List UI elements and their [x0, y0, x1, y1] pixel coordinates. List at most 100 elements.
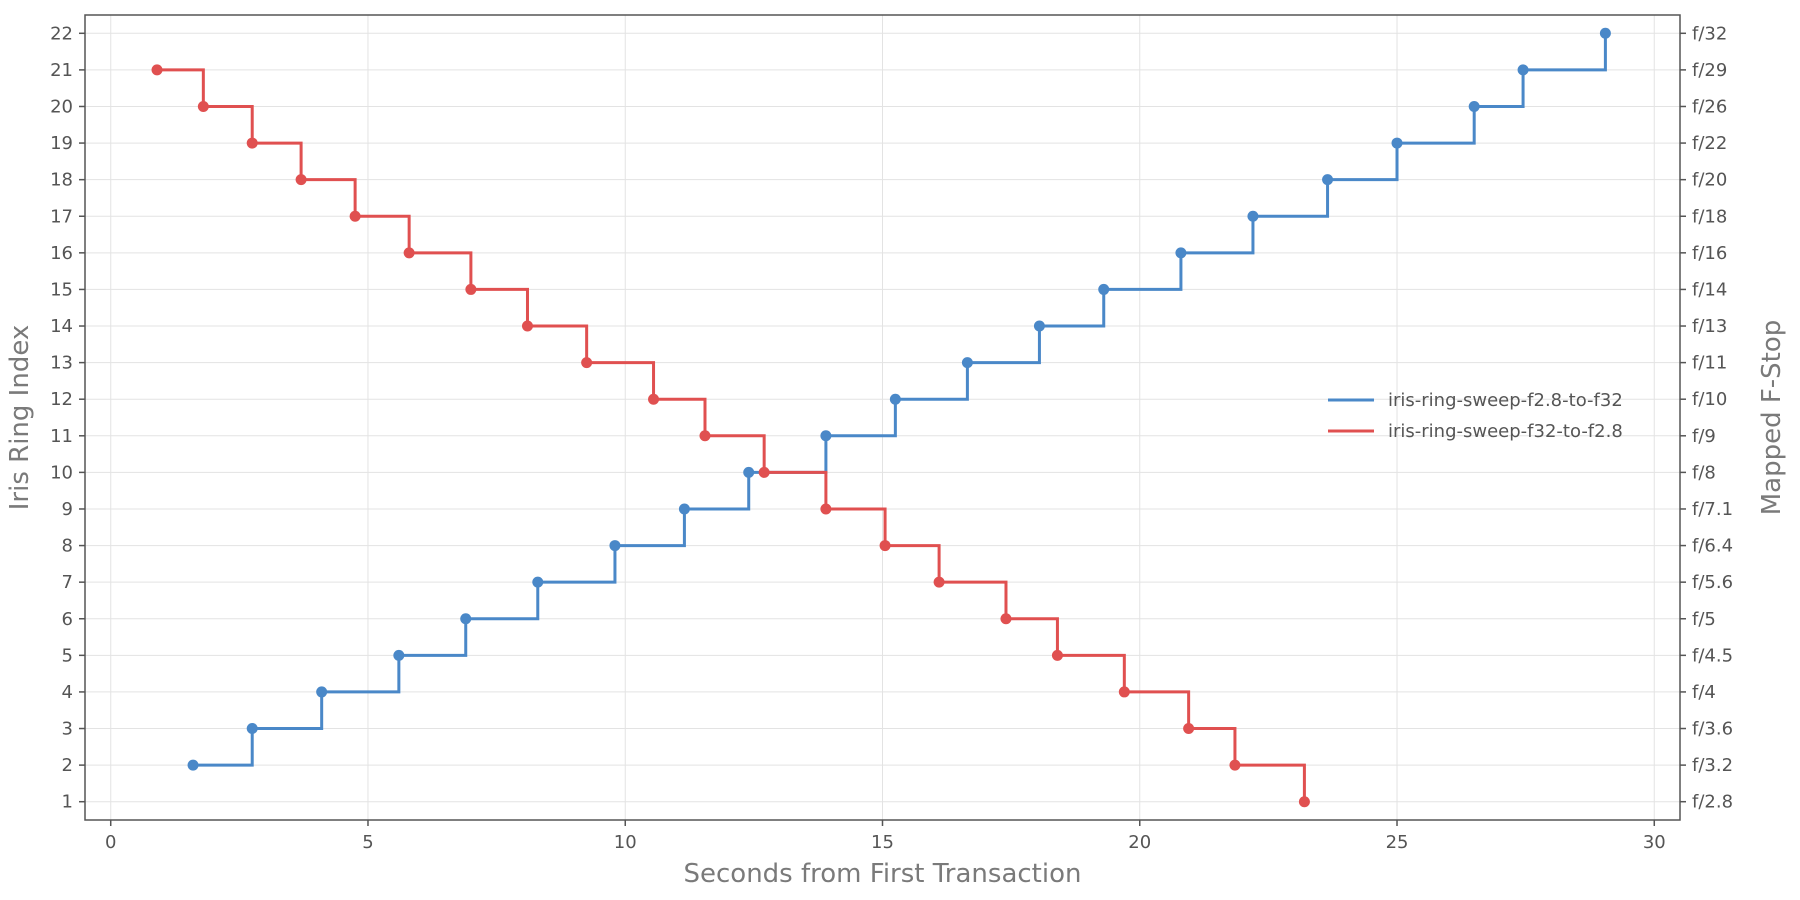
data-point: [1051, 649, 1063, 661]
y2-tick-label: f/26: [1692, 96, 1727, 117]
data-point: [197, 100, 209, 112]
y-tick-label: 17: [50, 206, 73, 227]
y2-tick-label: f/6.4: [1692, 536, 1733, 557]
series-1: [151, 64, 1310, 808]
data-point: [1391, 137, 1403, 149]
data-point: [1098, 283, 1110, 295]
legend-label: iris-ring-sweep-f2.8-to-f32: [1388, 390, 1623, 411]
data-point: [521, 320, 533, 332]
legend: iris-ring-sweep-f2.8-to-f32 iris-ring-swe…: [1328, 390, 1623, 442]
y2-tick-label: f/3.6: [1692, 719, 1733, 740]
data-point: [1468, 100, 1480, 112]
y2-tick-label: f/8: [1692, 462, 1716, 483]
data-point: [393, 649, 405, 661]
data-point: [879, 540, 891, 552]
y-tick-label: 20: [50, 96, 73, 117]
y-tick-label: 21: [50, 60, 73, 81]
y-tick-label: 18: [50, 170, 73, 191]
y2-tick-label: f/11: [1692, 353, 1727, 374]
y-tick-label: 14: [50, 316, 73, 337]
y-tick-label: 3: [62, 719, 73, 740]
x-axis-title: Seconds from First Transaction: [684, 859, 1082, 889]
grid: [85, 15, 1680, 820]
y-tick-label: 8: [62, 536, 73, 557]
y2-tick-label: f/3.2: [1692, 755, 1733, 776]
data-point: [758, 466, 770, 478]
data-point: [1183, 723, 1195, 735]
y-tick-label: 15: [50, 279, 73, 300]
x-tick-label: 25: [1386, 832, 1409, 853]
y-tick-label: 9: [62, 499, 73, 520]
data-point: [961, 357, 973, 369]
data-point: [295, 174, 307, 186]
x-tick-label: 0: [105, 832, 116, 853]
y-tick-label: 11: [50, 426, 73, 447]
y2-tick-label: f/2.8: [1692, 792, 1733, 813]
y2-tick-label: f/29: [1692, 60, 1727, 81]
data-point: [1517, 64, 1529, 76]
y-tick-label: 10: [50, 462, 73, 483]
data-point: [187, 759, 199, 771]
data-point: [465, 283, 477, 295]
y-tick-label: 5: [62, 645, 73, 666]
data-point: [820, 503, 832, 515]
data-point: [1033, 320, 1045, 332]
data-point: [1322, 174, 1334, 186]
data-point: [933, 576, 945, 588]
y2-tick-label: f/5: [1692, 609, 1716, 630]
data-point: [246, 137, 258, 149]
data-point: [699, 430, 711, 442]
y2-tick-label: f/32: [1692, 23, 1727, 44]
data-point: [1118, 686, 1130, 698]
y2-tick-label: f/20: [1692, 170, 1727, 191]
y-tick-label: 7: [62, 572, 73, 593]
y2-tick-label: f/18: [1692, 206, 1727, 227]
data-point: [460, 613, 472, 625]
y-tick-label: 12: [50, 389, 73, 410]
y-tick-label: 22: [50, 23, 73, 44]
x-tick-label: 15: [871, 832, 894, 853]
data-point: [1000, 613, 1012, 625]
x-tick-label: 30: [1643, 832, 1666, 853]
x-tick-label: 10: [614, 832, 637, 853]
y-tick-label: 13: [50, 353, 73, 374]
series-0: [187, 27, 1611, 771]
y2-tick-label: f/22: [1692, 133, 1727, 154]
y-tick-label: 16: [50, 243, 73, 264]
data-point: [1175, 247, 1187, 259]
y2-tick-label: f/14: [1692, 279, 1727, 300]
y-axis-right: f/2.8 f/3.2 f/3.6 f/4 f/4.5 f/5 f/5.6 f/6.4 f/7.…: [1680, 23, 1733, 813]
data-point: [581, 357, 593, 369]
data-point: [349, 210, 361, 222]
data-point: [532, 576, 544, 588]
data-point: [648, 393, 660, 405]
data-point: [1298, 796, 1310, 808]
data-point: [1599, 27, 1611, 39]
legend-label: iris-ring-sweep-f32-to-f2.8: [1388, 421, 1623, 442]
y2-tick-label: f/16: [1692, 243, 1727, 264]
data-point: [1247, 210, 1259, 222]
data-point: [1229, 759, 1241, 771]
y2-axis-title: Mapped F-Stop: [1757, 320, 1787, 516]
y-tick-label: 6: [62, 609, 73, 630]
y-tick-label: 1: [62, 792, 73, 813]
y-axis-title: Iris Ring Index: [5, 325, 35, 511]
y2-tick-label: f/7.1: [1692, 499, 1733, 520]
y-tick-label: 2: [62, 755, 73, 776]
y-tick-label: 19: [50, 133, 73, 154]
y-tick-label: 4: [62, 682, 73, 703]
series-layer: [151, 27, 1611, 808]
y2-tick-label: f/13: [1692, 316, 1727, 337]
data-point: [316, 686, 328, 698]
x-axis: 0 5 10 15 20 25 30: [105, 820, 1666, 853]
data-point: [889, 393, 901, 405]
data-point: [820, 430, 832, 442]
data-point: [678, 503, 690, 515]
y2-tick-label: f/10: [1692, 389, 1727, 410]
y2-tick-label: f/5.6: [1692, 572, 1733, 593]
x-tick-label: 5: [362, 832, 373, 853]
data-point: [403, 247, 415, 259]
y2-tick-label: f/4.5: [1692, 645, 1733, 666]
data-point: [743, 466, 755, 478]
